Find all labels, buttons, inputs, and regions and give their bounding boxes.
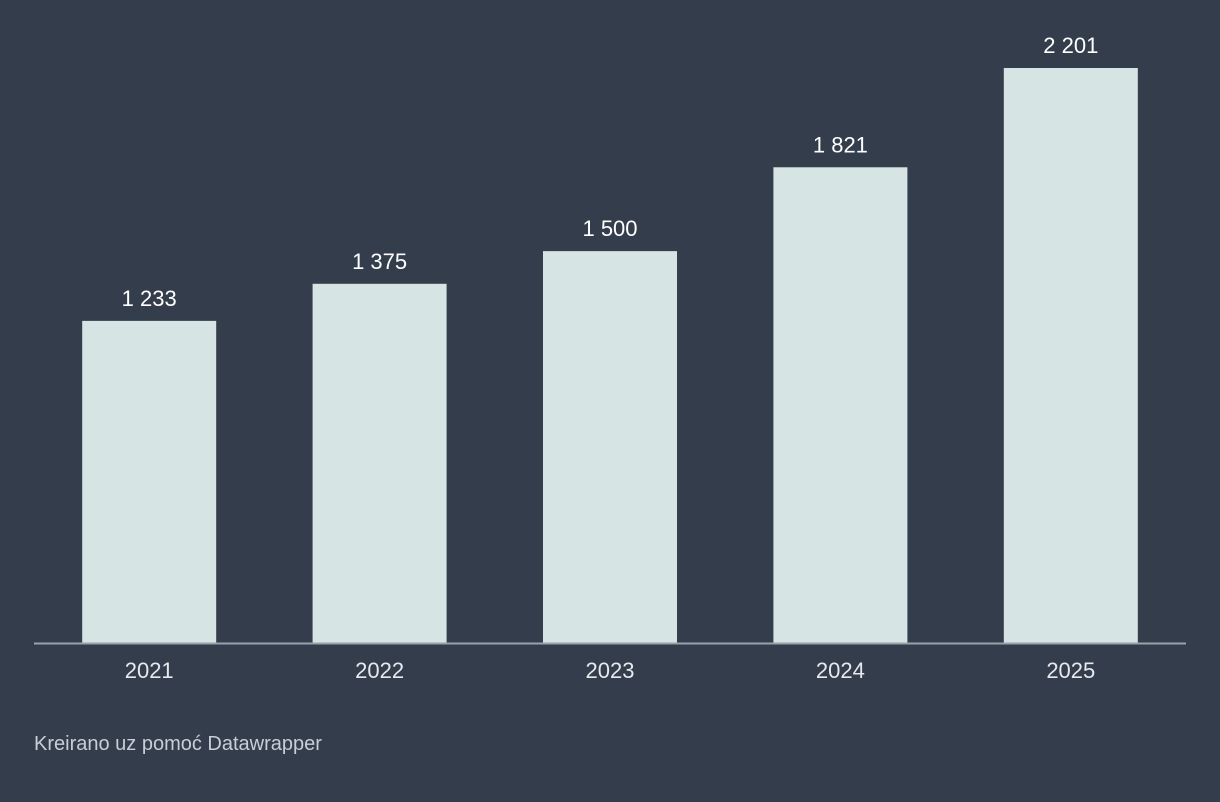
value-label-2022: 1 375 [352, 249, 407, 274]
bars-group [82, 68, 1138, 643]
bar-2021 [82, 320, 217, 643]
bar-2023 [543, 251, 677, 643]
x-tick-label-2023: 2023 [586, 658, 635, 683]
bar-2025 [1003, 68, 1138, 643]
value-label-2025: 2 201 [1043, 33, 1098, 58]
value-label-2023: 1 500 [582, 216, 637, 241]
value-label-2021: 1 233 [122, 286, 177, 311]
x-tick-label-2021: 2021 [125, 658, 174, 683]
value-labels-group: 1 233 1 375 1 500 1 821 2 201 [122, 33, 1099, 311]
x-tick-label-2022: 2022 [355, 658, 404, 683]
bar-2022 [312, 283, 447, 643]
x-tick-labels-group: 2021 2022 2023 2024 2025 [125, 658, 1096, 683]
bar-2024 [773, 167, 908, 643]
x-tick-label-2025: 2025 [1046, 658, 1095, 683]
value-label-2024: 1 821 [813, 132, 868, 157]
x-tick-label-2024: 2024 [816, 658, 865, 683]
footer-credit: Kreirano uz pomoć Datawrapper [34, 733, 322, 755]
